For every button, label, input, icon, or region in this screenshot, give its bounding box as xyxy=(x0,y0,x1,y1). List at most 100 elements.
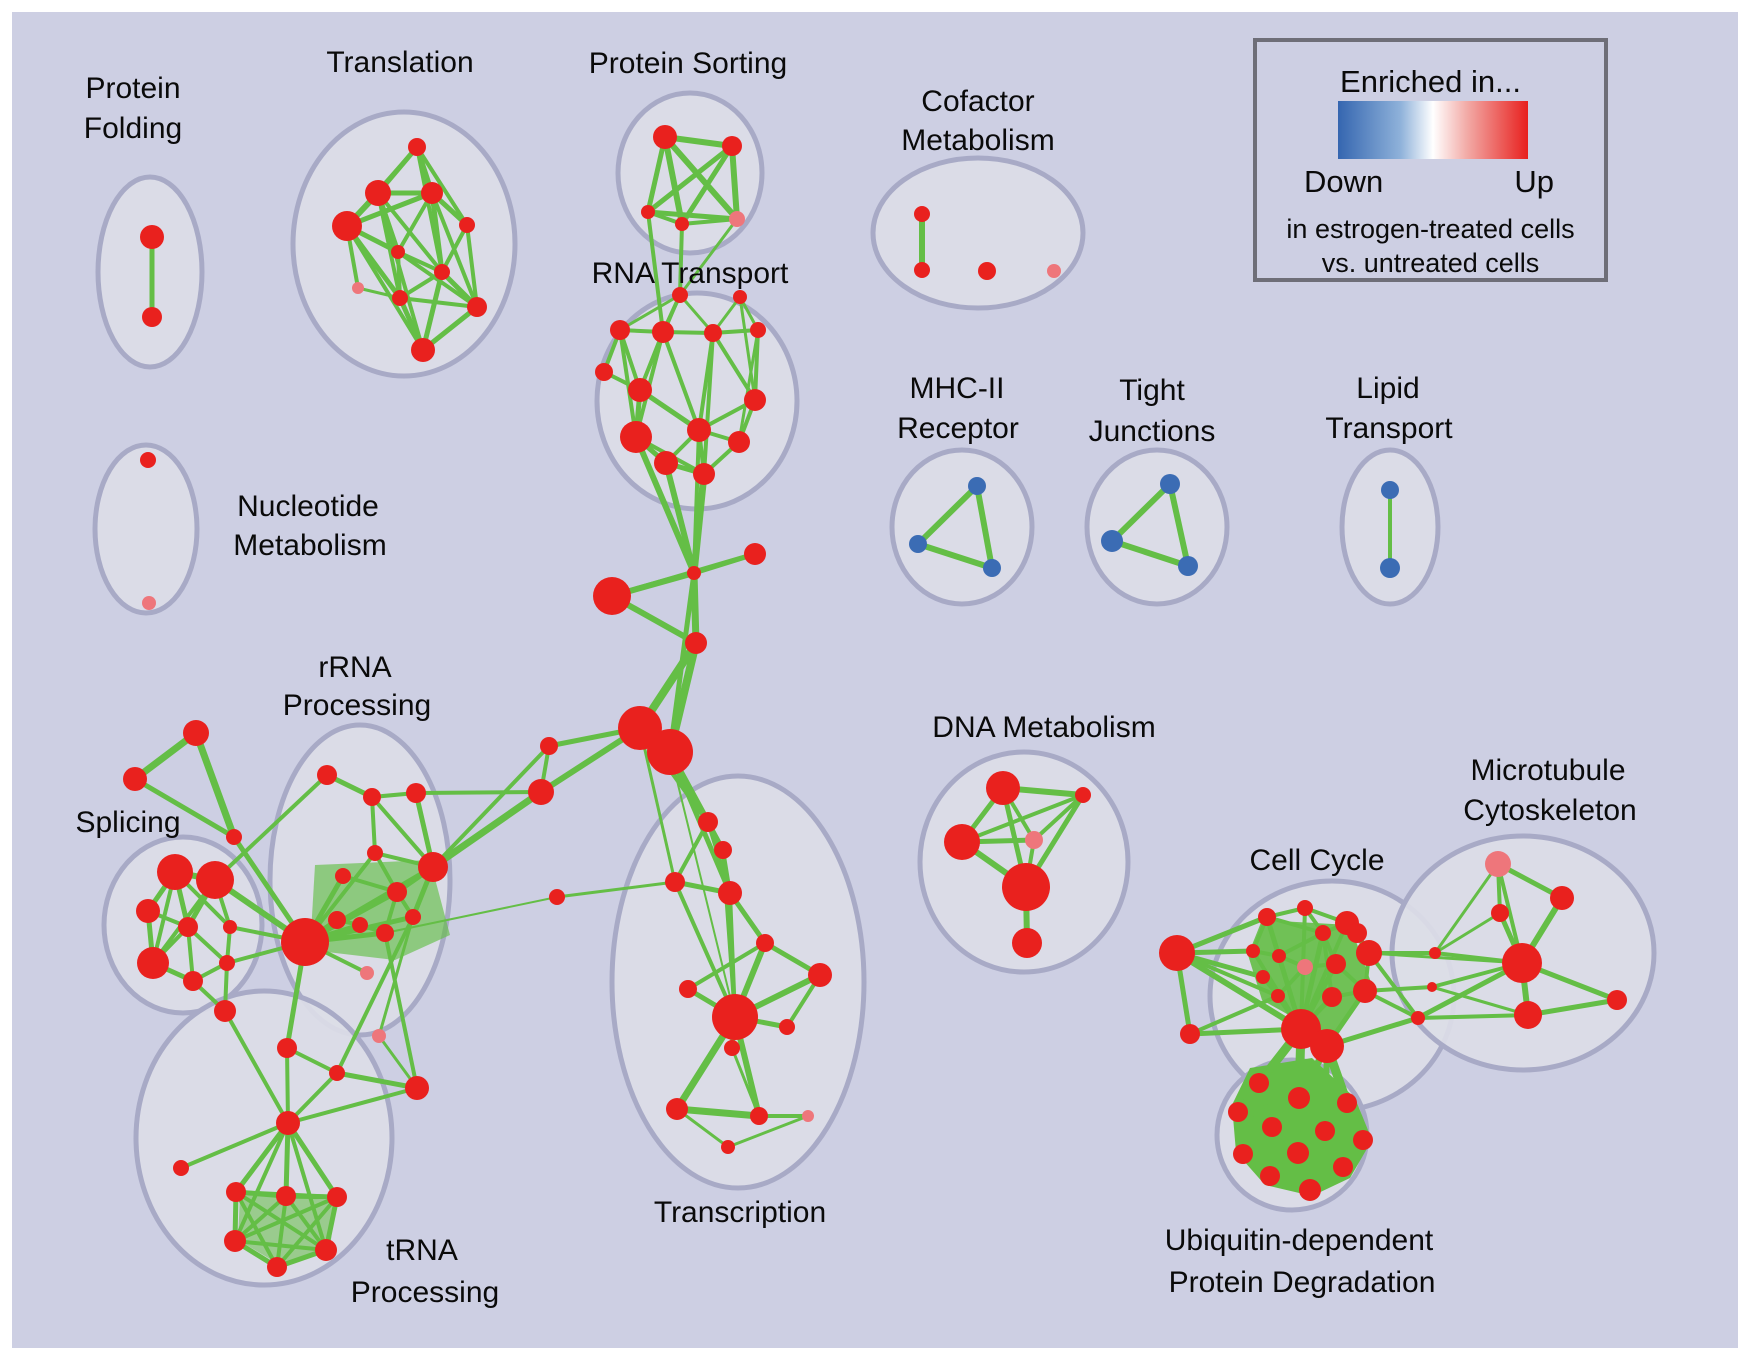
node-rr1 xyxy=(317,765,337,785)
node-cf3 xyxy=(978,262,996,280)
edge-c2-tr9 xyxy=(669,751,736,1018)
node-rr9 xyxy=(281,918,329,966)
node-t4 xyxy=(332,211,362,241)
node-j3 xyxy=(593,577,631,615)
cluster-label-protein-folding-line1: Protein xyxy=(85,72,180,105)
node-c1 xyxy=(618,706,662,750)
node-ub8 xyxy=(1233,1144,1253,1164)
edge-t3-t10 xyxy=(430,191,479,309)
node-cc18 xyxy=(1310,1029,1344,1063)
node-mt3 xyxy=(1491,904,1509,922)
node-t10 xyxy=(467,297,487,317)
legend-gradient-bar xyxy=(1338,101,1528,159)
cluster-label-microtubule-cytoskeleton-line2: Cytoskeleton xyxy=(1463,794,1636,827)
edge-cn3-mt5 xyxy=(1416,1013,1530,1020)
edge-lc1-rr7 xyxy=(431,744,551,869)
node-rt14 xyxy=(693,463,715,485)
node-tr2 xyxy=(714,841,732,859)
node-rt8 xyxy=(628,378,652,402)
node-tj2 xyxy=(1101,530,1123,552)
node-rr4 xyxy=(367,845,383,861)
edge-rt9-j1 xyxy=(692,428,701,575)
edge-t1-t5 xyxy=(415,145,469,227)
edge-ps2-ps3 xyxy=(645,143,735,215)
node-j2 xyxy=(744,543,766,565)
edge-tr11-tr13 xyxy=(730,1046,761,1118)
node-tn5 xyxy=(224,1230,246,1252)
edge-tr15-tr14 xyxy=(726,1114,810,1149)
cluster-label-nucleotide-metabolism-line1: Nucleotide xyxy=(237,490,379,523)
edge-tr12-tr13 xyxy=(673,1105,763,1120)
node-ub3 xyxy=(1337,1093,1357,1113)
edge-t9-t10 xyxy=(398,296,479,309)
cluster-label-rrna-processing-line2: Processing xyxy=(283,689,431,722)
legend-down-label: Down xyxy=(1304,164,1384,199)
node-tr7 xyxy=(808,963,832,987)
node-cc2 xyxy=(1180,1024,1200,1044)
edge-tr1-tr3 xyxy=(673,820,710,884)
node-tr6 xyxy=(756,934,774,952)
cluster-label-cell-cycle: Cell Cycle xyxy=(1249,844,1384,877)
node-dm4 xyxy=(1025,831,1043,849)
edge-tn1-tn3 xyxy=(283,1120,291,1199)
node-tg1 xyxy=(183,720,209,746)
edge-tr6-tr8 xyxy=(686,941,767,991)
node-rr2 xyxy=(363,788,381,806)
node-mt2 xyxy=(1550,886,1574,910)
edge-rx1-tn1 xyxy=(285,1046,290,1125)
cluster-ellipse-nucleotide-metabolism xyxy=(92,442,200,616)
node-rt9 xyxy=(687,418,711,442)
node-mh2 xyxy=(909,535,927,553)
node-t2 xyxy=(365,180,391,206)
node-cc9 xyxy=(1315,925,1331,941)
edge-tn1-tn5 xyxy=(233,1121,290,1243)
node-tr15 xyxy=(721,1140,735,1154)
edge-t7-t11 xyxy=(420,269,445,353)
node-cc15 xyxy=(1322,987,1342,1007)
node-cc6 xyxy=(1272,949,1286,963)
cluster-label-rrna-processing-line1: rRNA xyxy=(318,651,391,684)
node-rt5 xyxy=(704,324,722,342)
node-rt13 xyxy=(654,451,678,475)
node-dm3 xyxy=(1075,787,1091,803)
node-ps3 xyxy=(641,205,655,219)
edge-rx2-rx3 xyxy=(334,1070,420,1091)
edge-tn4-tn5 xyxy=(233,1195,339,1243)
edge-rt1-rt3 xyxy=(618,293,682,332)
node-tg3 xyxy=(226,829,242,845)
edge-rt2-rt10 xyxy=(738,295,757,402)
cluster-label-mhc-ii-receptor-line1: MHC-II xyxy=(910,372,1005,405)
node-ps5 xyxy=(729,211,745,227)
edge-tn1-tn4 xyxy=(285,1120,340,1200)
edge-mh1-mh2 xyxy=(915,483,980,547)
edge-tr5-rr12 xyxy=(384,896,558,934)
edge-sp9-tn1 xyxy=(223,1009,290,1125)
cluster-ellipse-protein-sorting xyxy=(615,90,765,256)
node-rt6 xyxy=(750,322,766,338)
edge-cc3-cc9 xyxy=(1265,915,1325,935)
legend-caption-line1: in estrogen-treated cells xyxy=(1286,214,1575,244)
node-lc1 xyxy=(540,737,558,755)
edge-tj2-tj3 xyxy=(1109,538,1191,569)
edge-ps5-rt1 xyxy=(678,217,739,297)
node-rr6 xyxy=(387,882,407,902)
node-rt7 xyxy=(595,363,613,381)
edge-cn1-mt3 xyxy=(1433,911,1502,955)
node-dm5 xyxy=(1002,863,1050,911)
edge-ps3-rt4 xyxy=(646,210,665,334)
edge-ps4-ps5 xyxy=(680,217,739,226)
edge-t5-t10 xyxy=(465,223,479,309)
edge-t3-t7 xyxy=(429,190,445,275)
node-rx3 xyxy=(405,1076,429,1100)
node-mt6 xyxy=(1607,990,1627,1010)
cluster-label-lipid-transport-line2: Transport xyxy=(1325,412,1453,445)
node-dm6 xyxy=(1012,928,1042,958)
edge-rr2-rr7 xyxy=(370,795,435,869)
cluster-label-trna-processing-line2: Processing xyxy=(351,1276,499,1309)
node-ub6 xyxy=(1315,1121,1335,1141)
edge-rr12-rx3 xyxy=(383,931,419,1090)
edge-rt6-rt11 xyxy=(737,328,760,444)
edge-cc1-cc17 xyxy=(1174,950,1304,1032)
edge-tn1-tn6 xyxy=(286,1121,328,1252)
